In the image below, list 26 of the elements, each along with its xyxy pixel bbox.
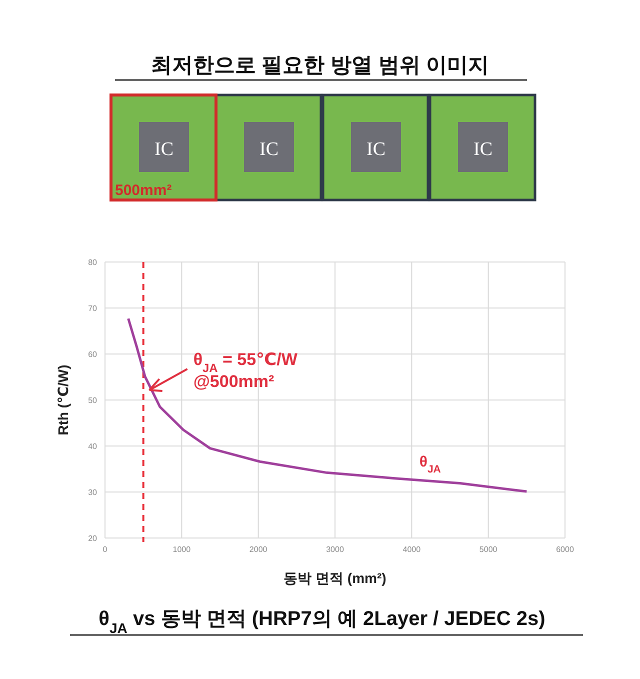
y-tick-label: 70: [88, 304, 98, 313]
text: 500mm²: [115, 182, 172, 199]
text: IC: [474, 139, 492, 160]
text: IC: [260, 139, 278, 160]
x-tick-label: 1000: [172, 545, 192, 554]
x-tick-label: 6000: [556, 545, 574, 554]
text: θ$_{JA}$ vs 동박 면적 (HRP7의 예 2Layer / JEDEC 2s): [98, 608, 546, 636]
annotation: θ$_{JA}$ = 55℃/W @500mm²: [193, 350, 298, 391]
x-axis-title: 동박 면적 (mm²): [284, 570, 386, 586]
y-tick-label: 30: [88, 488, 98, 497]
series-label: θ$_{JA}$: [419, 454, 442, 476]
y-tick-label: 80: [88, 258, 98, 267]
y-tick-label: 60: [88, 350, 98, 359]
x-tick-label: 4000: [402, 545, 422, 554]
x-tick-label: 0: [102, 545, 108, 554]
y-tick-label: 20: [88, 534, 98, 543]
x-tick-label: 5000: [479, 545, 498, 554]
y-tick-label: 40: [88, 442, 98, 451]
x-tick-label: 3000: [326, 545, 344, 554]
line-series: [127, 317, 528, 493]
y-tick-label: 50: [88, 396, 98, 405]
x-tick-label: 2000: [249, 545, 268, 554]
text: IC: [154, 139, 174, 160]
text: 최저한으로 필요한 방열 범위 이미지: [150, 54, 490, 77]
text: IC: [366, 139, 386, 160]
y-axis-title: Rth (℃/W): [55, 364, 71, 436]
